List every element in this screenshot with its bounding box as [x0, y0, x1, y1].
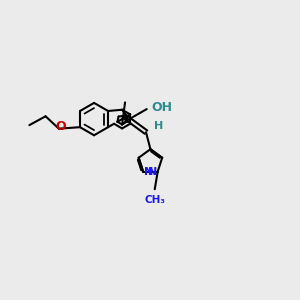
Text: O: O	[55, 120, 66, 134]
Text: N: N	[144, 167, 153, 177]
Text: N: N	[148, 167, 157, 177]
Text: CH₃: CH₃	[144, 194, 165, 205]
Text: OH: OH	[151, 101, 172, 114]
Text: H: H	[154, 121, 164, 131]
